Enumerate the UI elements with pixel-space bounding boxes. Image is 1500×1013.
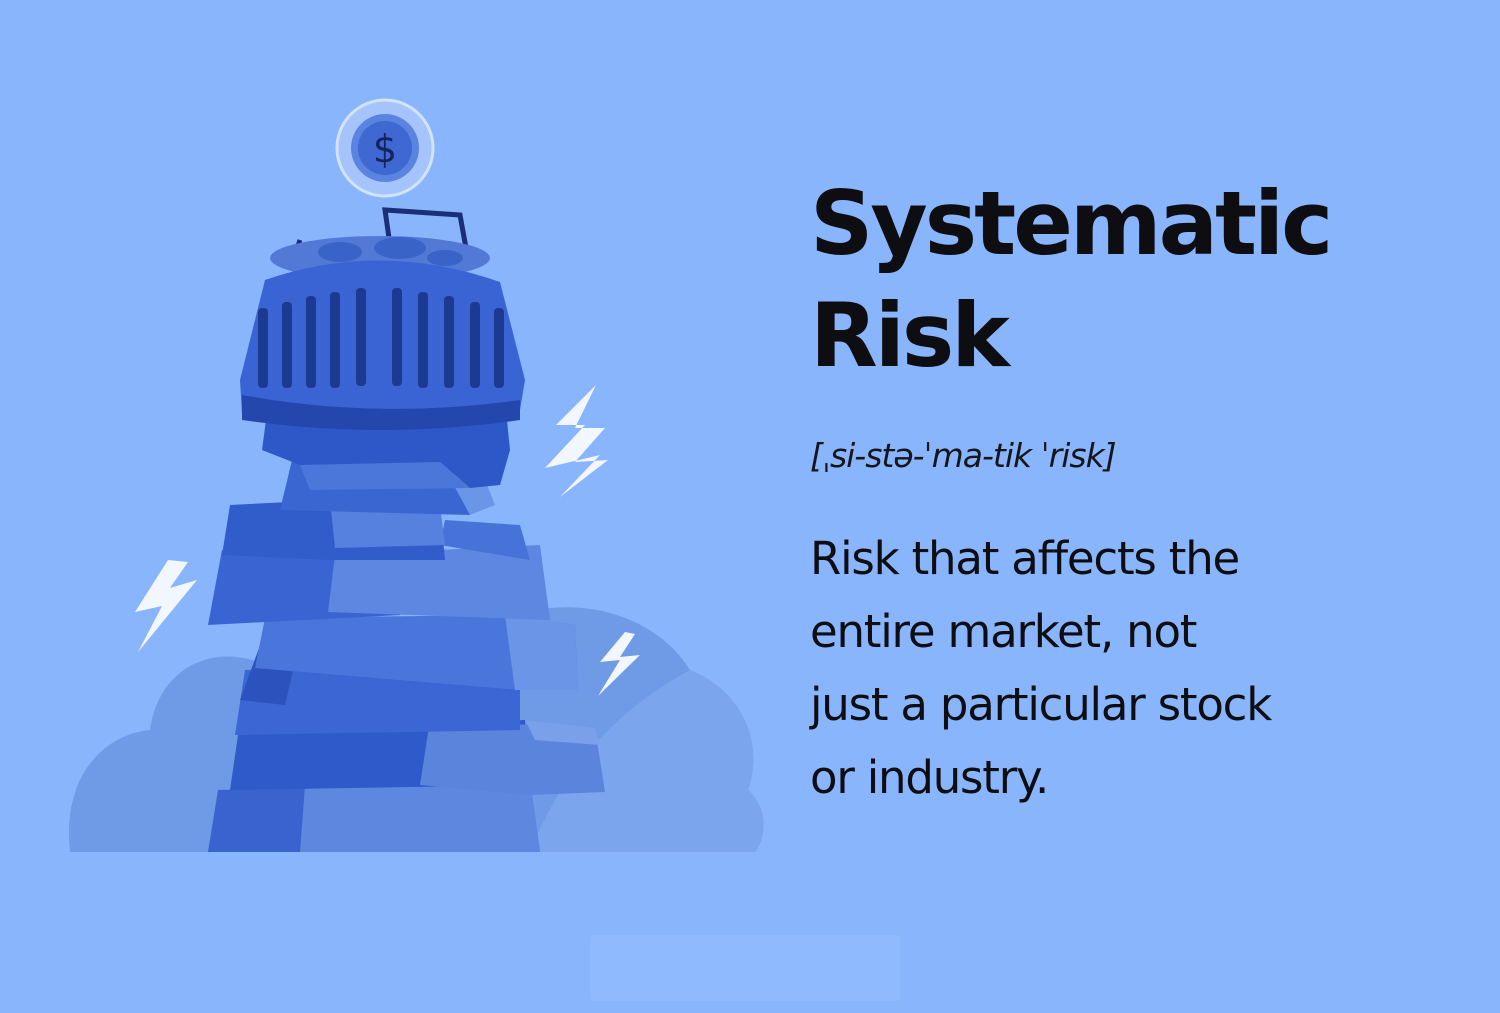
term-title: Systematic Risk bbox=[810, 172, 1333, 387]
dollar-coin-icon: $ bbox=[335, 98, 435, 198]
definition-card: Systematic Risk [ˌsi-stə-ˈma-tik ˈrisk] … bbox=[810, 168, 1450, 814]
basket-icon bbox=[240, 207, 525, 430]
pronunciation: [ˌsi-stə-ˈma-tik ˈrisk] bbox=[810, 436, 1117, 475]
systematic-risk-illustration: $ bbox=[0, 0, 800, 900]
caption-strip bbox=[590, 935, 900, 1001]
lightning-bolt-icon bbox=[135, 385, 640, 696]
term-definition: Risk that affects the entire market, not… bbox=[810, 532, 1272, 804]
svg-text:$: $ bbox=[373, 127, 397, 171]
